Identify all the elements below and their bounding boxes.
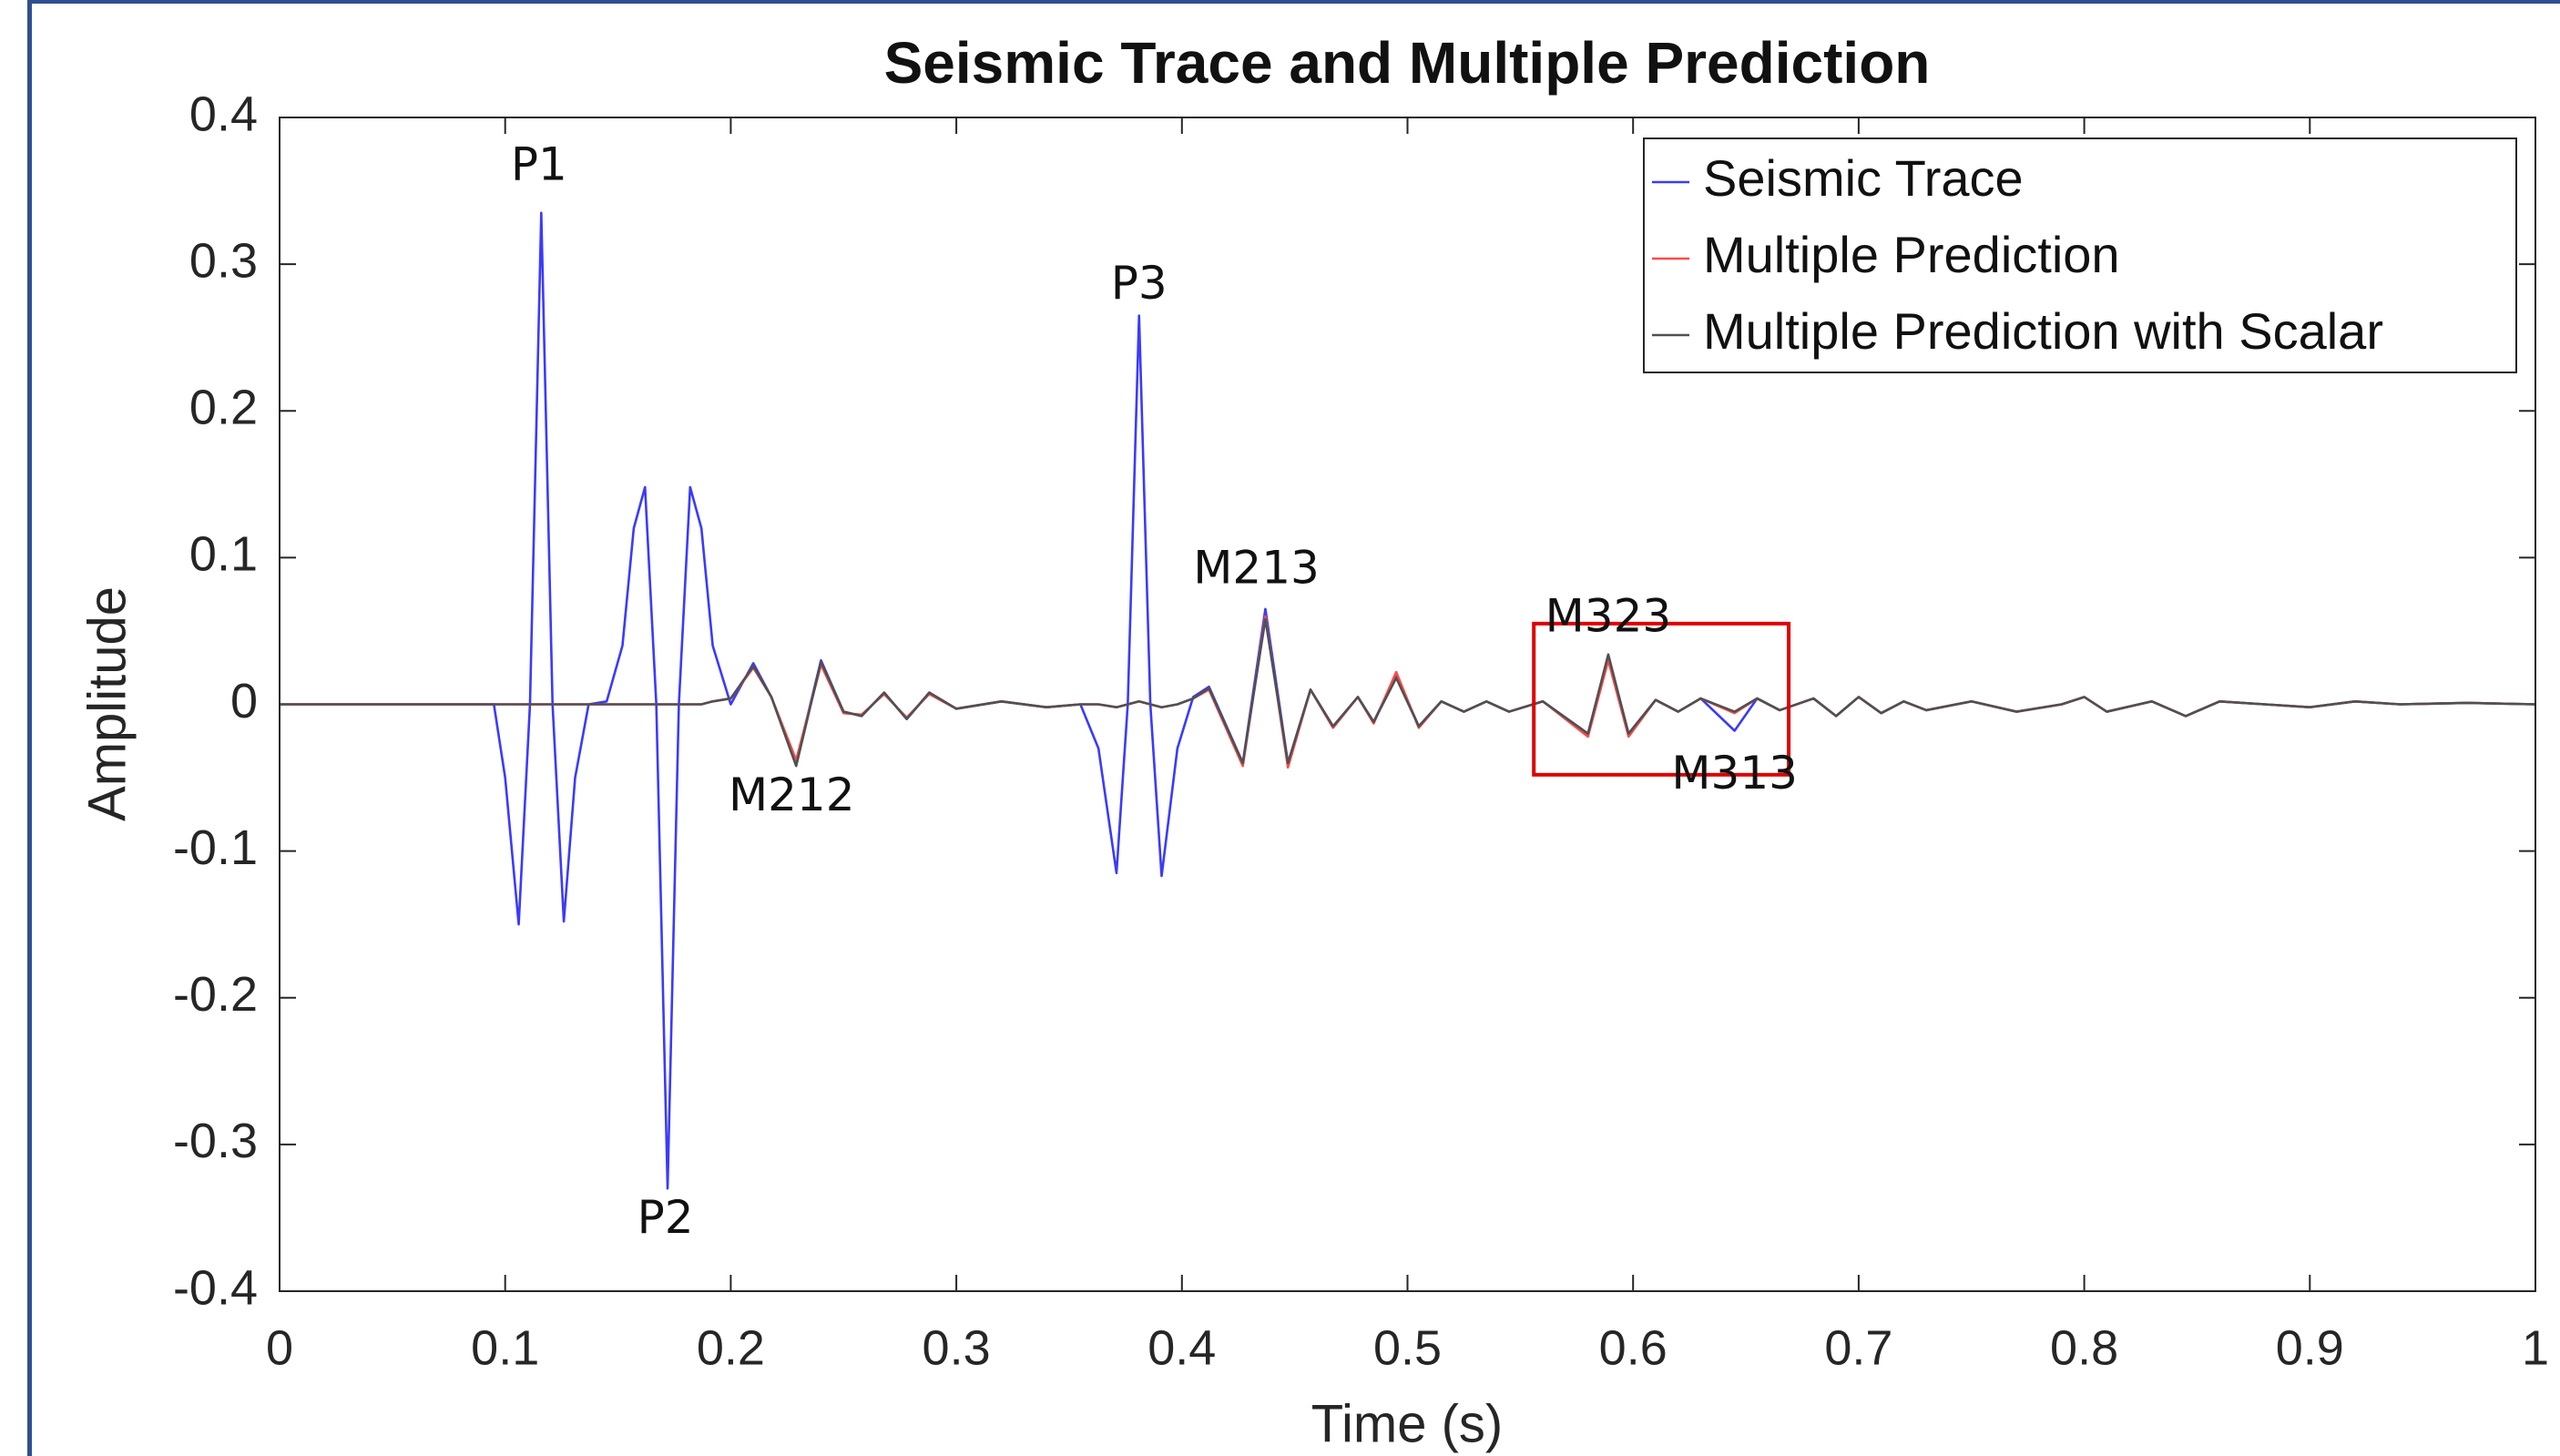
y-tick-label: 0.4	[189, 87, 258, 141]
y-tick-label: 0.1	[189, 527, 258, 582]
annotation: P3	[1111, 257, 1168, 310]
legend: Seismic Trace Multiple Prediction Multiple…	[1643, 137, 2517, 373]
x-tick-label: 0.9	[2276, 1320, 2344, 1375]
y-tick-label: -0.1	[173, 820, 258, 875]
annotation: M323	[1545, 590, 1672, 643]
annotation: M313	[1671, 747, 1798, 799]
annotation: M213	[1193, 541, 1320, 594]
legend-box	[1643, 137, 2517, 373]
x-tick-label: 1	[2522, 1320, 2549, 1375]
frame-left	[27, 0, 32, 1456]
legend-label: Seismic Trace	[1703, 149, 2024, 207]
x-tick-label: 0.4	[1147, 1320, 1216, 1375]
series-line	[280, 617, 2536, 768]
x-tick-label: 0.3	[923, 1320, 991, 1375]
y-tick-label: -0.2	[173, 967, 258, 1022]
annotation: M212	[729, 769, 855, 821]
y-tick-label: -0.4	[173, 1260, 258, 1315]
x-axis-label: Time (s)	[1311, 1394, 1503, 1453]
annotation: P1	[511, 137, 567, 190]
axes-frame	[279, 117, 2536, 1292]
legend-label: Multiple Prediction	[1703, 226, 2120, 283]
y-tick-label: 0	[230, 674, 258, 728]
y-tick-label: 0.3	[189, 233, 258, 288]
y-tick-label: 0.2	[189, 381, 258, 435]
x-tick-label: 0.6	[1599, 1320, 1668, 1375]
y-axis-label: Amplitude	[77, 586, 137, 821]
x-tick-label: 0.1	[471, 1320, 539, 1375]
x-tick-label: 0	[266, 1320, 293, 1375]
y-tick-label: -0.3	[173, 1114, 258, 1168]
annotation: P2	[637, 1191, 694, 1244]
frame-top	[27, 0, 2560, 4]
x-tick-label: 0.5	[1373, 1320, 1442, 1375]
highlight-box	[1532, 621, 1791, 777]
legend-label: Multiple Prediction with Scalar	[1703, 302, 2383, 360]
chart-title: Seismic Trace and Multiple Prediction	[884, 30, 1931, 96]
x-tick-label: 0.7	[1824, 1320, 1892, 1375]
x-tick-label: 0.8	[2050, 1320, 2118, 1375]
x-tick-label: 0.2	[697, 1320, 765, 1375]
